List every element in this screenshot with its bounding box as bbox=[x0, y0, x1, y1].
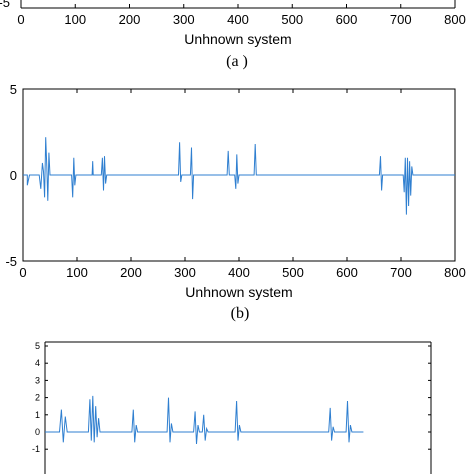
panel-b-xtick-label: 0 bbox=[19, 265, 26, 280]
panel-a-xtick-label: 600 bbox=[336, 12, 358, 27]
panel-a-xtick-label: 0 bbox=[17, 12, 24, 27]
panel-a-xlabel: Unhnown system bbox=[184, 31, 291, 47]
panel-b-series bbox=[23, 137, 455, 215]
panel-c-series bbox=[45, 395, 364, 445]
panel-b-xtick-label: 200 bbox=[120, 265, 142, 280]
panel-b-xlabel: Unhnown system bbox=[185, 284, 292, 300]
panel-a-xticks: 0 100 200 300 400 500 600 700 800 bbox=[17, 4, 466, 27]
panel-a-xtick-label: 300 bbox=[173, 12, 195, 27]
panel-c-ytick-label: 0 bbox=[35, 427, 40, 437]
panel-b-xtick-label: 400 bbox=[228, 265, 250, 280]
panel-c-series-line bbox=[45, 395, 364, 445]
panel-b-xtick-label: 500 bbox=[282, 265, 304, 280]
panel-c-yticks: 5 4 3 2 1 0 -1 bbox=[32, 341, 431, 454]
panel-b-series-line bbox=[23, 137, 455, 215]
panel-b-xtick-label: 300 bbox=[174, 265, 196, 280]
panel-c-ytick-label: 2 bbox=[35, 393, 40, 403]
panel-a-xtick-label: 500 bbox=[281, 12, 303, 27]
panel-c-ytick-label: 5 bbox=[35, 341, 40, 351]
panel-a: -5 0 100 200 300 400 500 600 700 800 Unhnown sys… bbox=[0, 0, 466, 70]
panel-c-ytick-label: 3 bbox=[35, 375, 40, 385]
panel-a-ytick: -5 bbox=[0, 0, 10, 10]
panel-c-ytick-label: -1 bbox=[32, 444, 40, 454]
panel-b-xtick-label: 100 bbox=[66, 265, 88, 280]
panel-b-xtick-label: 800 bbox=[444, 265, 466, 280]
panel-b-caption: (b) bbox=[231, 305, 250, 322]
panel-b-ytick-label: -5 bbox=[5, 254, 17, 269]
panel-c: 5 4 3 2 1 0 -1 bbox=[32, 341, 432, 474]
panel-b-ytick-label: 0 bbox=[10, 168, 17, 183]
panel-b: -505 0 100 200 300 400 500 600 700 800 Unhnown s… bbox=[5, 82, 465, 322]
panel-a-xtick-label: 400 bbox=[227, 12, 249, 27]
panel-a-xtick-label: 800 bbox=[444, 12, 466, 27]
panel-a-xtick-label: 100 bbox=[64, 12, 86, 27]
panel-a-xtick-label: 700 bbox=[390, 12, 412, 27]
panel-a-caption: (a ) bbox=[226, 53, 248, 70]
panel-c-ytick-label: 1 bbox=[35, 410, 40, 420]
panel-b-xtick-label: 600 bbox=[336, 265, 358, 280]
panel-c-ytick-label: 4 bbox=[35, 358, 40, 368]
panel-b-xticks: 0 100 200 300 400 500 600 700 800 bbox=[19, 89, 466, 280]
panel-a-xtick-label: 200 bbox=[119, 12, 141, 27]
panel-b-ytick-label: 5 bbox=[10, 82, 17, 97]
panel-b-xtick-label: 700 bbox=[390, 265, 412, 280]
